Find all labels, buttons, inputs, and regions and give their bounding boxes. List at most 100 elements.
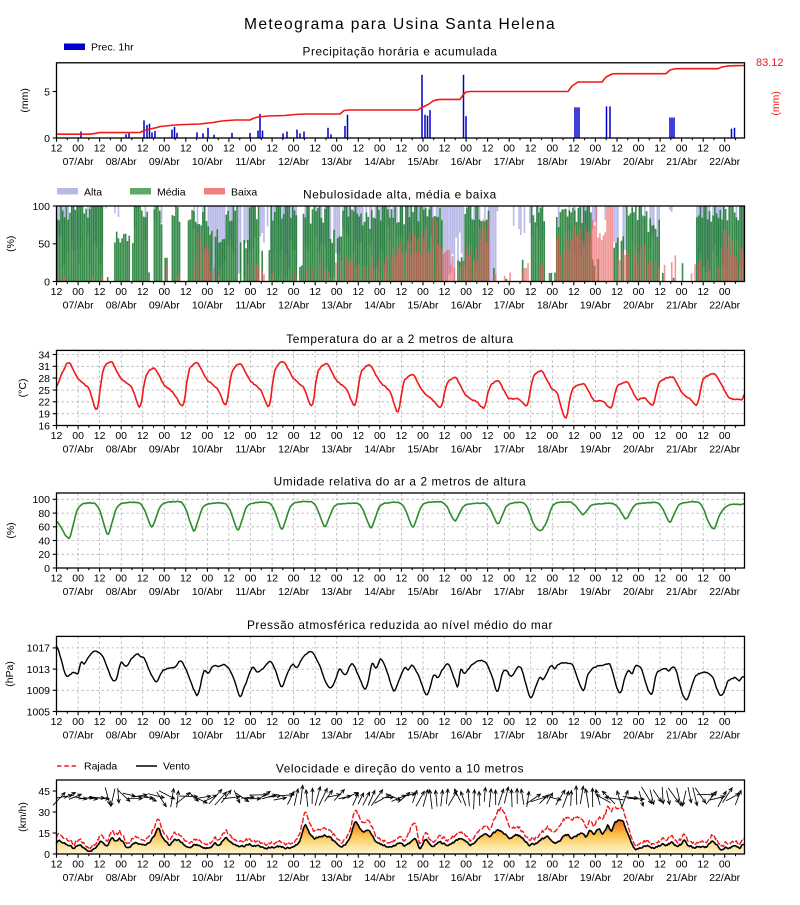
- svg-text:12: 12: [654, 286, 666, 298]
- svg-text:00: 00: [719, 573, 731, 585]
- svg-text:12: 12: [525, 716, 537, 728]
- svg-text:12: 12: [568, 859, 580, 871]
- svg-text:12: 12: [266, 286, 278, 298]
- svg-text:00: 00: [331, 859, 343, 871]
- svg-text:12/Abr: 12/Abr: [278, 872, 309, 884]
- svg-text:00: 00: [719, 859, 731, 871]
- svg-text:12: 12: [309, 573, 321, 585]
- svg-text:0: 0: [44, 276, 50, 288]
- svg-text:12: 12: [137, 859, 149, 871]
- svg-text:00: 00: [158, 573, 170, 585]
- svg-text:1005: 1005: [27, 706, 51, 718]
- svg-text:09/Abr: 09/Abr: [149, 586, 180, 598]
- svg-text:12: 12: [439, 143, 451, 155]
- svg-text:00: 00: [719, 286, 731, 298]
- svg-text:22/Abr: 22/Abr: [709, 156, 740, 168]
- svg-text:31: 31: [38, 361, 50, 373]
- svg-text:12: 12: [439, 430, 451, 442]
- svg-text:12: 12: [482, 859, 494, 871]
- svg-text:15/Abr: 15/Abr: [408, 586, 439, 598]
- svg-text:20/Abr: 20/Abr: [623, 444, 654, 456]
- svg-text:15: 15: [38, 828, 50, 840]
- svg-text:14/Abr: 14/Abr: [364, 586, 395, 598]
- svg-text:15/Abr: 15/Abr: [408, 872, 439, 884]
- svg-text:00: 00: [676, 143, 688, 155]
- svg-text:08/Abr: 08/Abr: [106, 300, 137, 312]
- svg-text:00: 00: [288, 143, 300, 155]
- svg-text:00: 00: [288, 573, 300, 585]
- svg-text:12: 12: [482, 143, 494, 155]
- svg-text:13/Abr: 13/Abr: [321, 300, 352, 312]
- svg-text:20/Abr: 20/Abr: [623, 586, 654, 598]
- svg-text:09/Abr: 09/Abr: [149, 872, 180, 884]
- svg-text:0: 0: [44, 563, 50, 575]
- svg-text:12: 12: [180, 573, 192, 585]
- svg-text:00: 00: [633, 430, 645, 442]
- svg-text:12/Abr: 12/Abr: [278, 300, 309, 312]
- svg-text:12: 12: [137, 430, 149, 442]
- svg-text:12: 12: [266, 143, 278, 155]
- svg-text:00: 00: [676, 573, 688, 585]
- svg-text:12: 12: [482, 573, 494, 585]
- svg-text:Vento: Vento: [163, 761, 190, 773]
- svg-text:00: 00: [331, 430, 343, 442]
- svg-text:12: 12: [396, 143, 408, 155]
- svg-text:00: 00: [374, 286, 386, 298]
- svg-text:11/Abr: 11/Abr: [235, 730, 266, 742]
- svg-text:12: 12: [697, 143, 709, 155]
- svg-text:17/Abr: 17/Abr: [494, 586, 525, 598]
- svg-text:00: 00: [633, 716, 645, 728]
- svg-text:00: 00: [331, 716, 343, 728]
- svg-text:00: 00: [417, 286, 429, 298]
- svg-text:16/Abr: 16/Abr: [451, 156, 482, 168]
- svg-text:00: 00: [245, 286, 257, 298]
- svg-text:12: 12: [180, 286, 192, 298]
- svg-text:50: 50: [38, 239, 50, 251]
- svg-text:08/Abr: 08/Abr: [106, 586, 137, 598]
- svg-text:21/Abr: 21/Abr: [666, 872, 697, 884]
- svg-text:19/Abr: 19/Abr: [580, 156, 611, 168]
- svg-text:00: 00: [417, 573, 429, 585]
- svg-text:00: 00: [331, 286, 343, 298]
- svg-text:00: 00: [72, 430, 84, 442]
- svg-text:00: 00: [115, 143, 127, 155]
- svg-text:12: 12: [396, 859, 408, 871]
- svg-text:11/Abr: 11/Abr: [235, 586, 266, 598]
- svg-text:00: 00: [115, 430, 127, 442]
- svg-text:12: 12: [51, 143, 63, 155]
- svg-text:20: 20: [38, 549, 50, 561]
- svg-text:10/Abr: 10/Abr: [192, 586, 223, 598]
- svg-text:00: 00: [158, 430, 170, 442]
- svg-text:28: 28: [38, 373, 50, 385]
- svg-text:10/Abr: 10/Abr: [192, 156, 223, 168]
- svg-text:00: 00: [288, 430, 300, 442]
- svg-text:00: 00: [676, 716, 688, 728]
- svg-text:13/Abr: 13/Abr: [321, 872, 352, 884]
- svg-text:00: 00: [503, 573, 515, 585]
- svg-text:12: 12: [137, 716, 149, 728]
- svg-text:00: 00: [546, 430, 558, 442]
- svg-text:07/Abr: 07/Abr: [63, 300, 94, 312]
- svg-text:12: 12: [525, 286, 537, 298]
- svg-text:12: 12: [396, 716, 408, 728]
- svg-text:00: 00: [202, 573, 214, 585]
- svg-text:12: 12: [309, 286, 321, 298]
- svg-text:12: 12: [51, 573, 63, 585]
- svg-text:12: 12: [180, 716, 192, 728]
- svg-text:00: 00: [676, 859, 688, 871]
- svg-text:00: 00: [158, 286, 170, 298]
- svg-text:12: 12: [352, 286, 364, 298]
- svg-text:Umidade relativa do ar a 2 met: Umidade relativa do ar a 2 metros de alt…: [274, 475, 527, 489]
- svg-text:12: 12: [611, 430, 623, 442]
- svg-text:12: 12: [654, 573, 666, 585]
- svg-text:19/Abr: 19/Abr: [580, 730, 611, 742]
- svg-text:12: 12: [223, 716, 235, 728]
- svg-text:80: 80: [38, 508, 50, 520]
- svg-text:12: 12: [439, 573, 451, 585]
- svg-text:10/Abr: 10/Abr: [192, 444, 223, 456]
- svg-text:12: 12: [223, 286, 235, 298]
- svg-text:12: 12: [482, 716, 494, 728]
- svg-text:(mm): (mm): [770, 91, 782, 116]
- svg-text:19/Abr: 19/Abr: [580, 586, 611, 598]
- svg-text:07/Abr: 07/Abr: [63, 444, 94, 456]
